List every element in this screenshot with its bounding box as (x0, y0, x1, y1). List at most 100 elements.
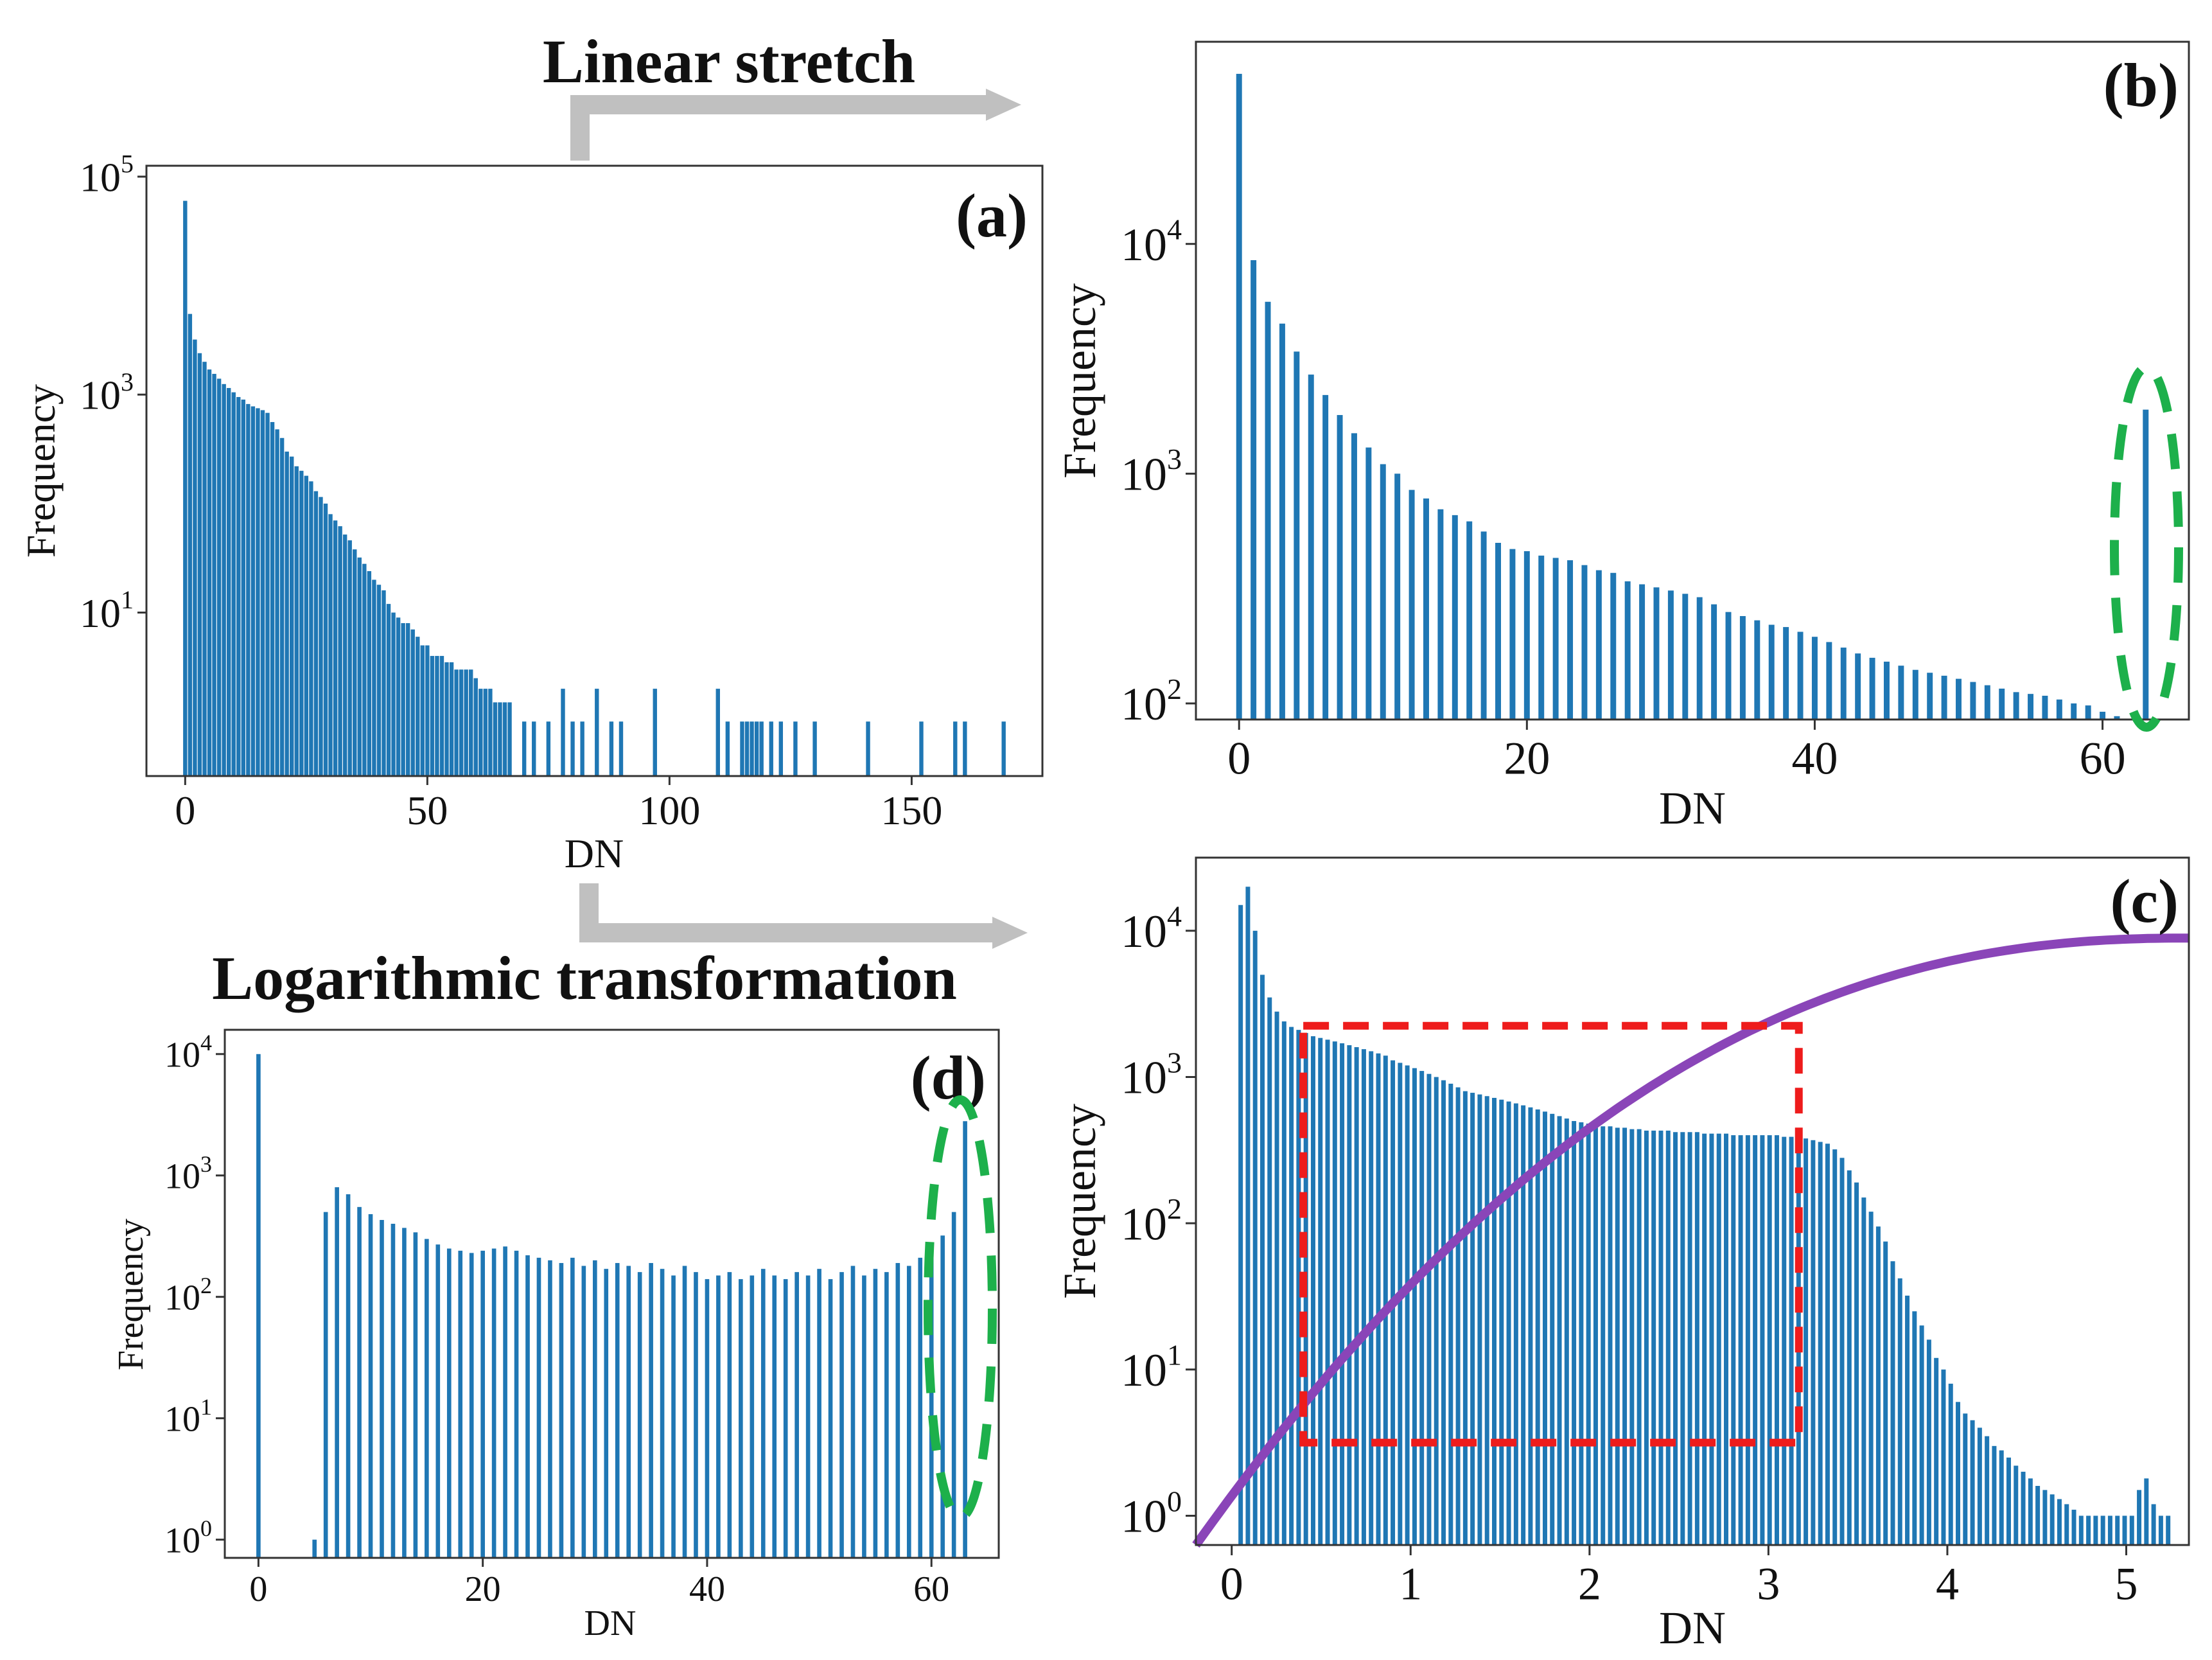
panel-d-bar (604, 1269, 609, 1558)
panel-d-yticks: 100 101 102 103 104 (164, 1030, 225, 1560)
panel-a-frame (145, 164, 1044, 777)
panel-a-bar (386, 604, 391, 776)
panel-c-bar (1934, 1357, 1939, 1545)
panel-a-bar (430, 656, 435, 776)
panel-a-bar (347, 540, 352, 776)
panel-a-bar (595, 689, 599, 776)
panel-d-highlight-ellipse (924, 1095, 997, 1522)
panel-d-bar (503, 1246, 507, 1558)
panel-d-bar (772, 1275, 777, 1558)
panel-b-bar (1236, 73, 1242, 720)
log-transform-arrow (579, 883, 1028, 949)
panel-c-bar (1825, 1143, 1830, 1545)
panel-a-bar (759, 721, 764, 776)
panel-c-bar (1281, 1021, 1286, 1545)
panel-b-bar (1725, 612, 1732, 720)
panel-c-bar (1811, 1140, 1816, 1545)
panel-c-xtick-label: 5 (2115, 1558, 2138, 1609)
panel-b-bar (1251, 260, 1257, 720)
panel-d-bar (525, 1255, 530, 1558)
panel-d-bar (963, 1121, 967, 1558)
linear-arrow-shaft (570, 95, 986, 161)
panel-c-bar (2151, 1504, 2156, 1545)
panel-a-bar (546, 721, 551, 776)
panel-d-bar (929, 1248, 934, 1558)
panel-d-xtick-label: 60 (913, 1569, 949, 1609)
panel-a-bar (202, 362, 207, 776)
panel-c-bar (1535, 1109, 1540, 1545)
panel-a-xlabel: DN (565, 831, 624, 876)
panel-d-bar (839, 1272, 844, 1558)
panel-c-bar (1999, 1450, 2004, 1545)
panel-a-bar (290, 456, 294, 776)
panel-d-bar (514, 1250, 519, 1558)
panel-c-bar (1774, 1135, 1779, 1545)
panel-b-bar (2028, 694, 2034, 720)
panel-a-bar (304, 475, 309, 776)
panel-b-bar (1322, 394, 1329, 720)
panel-c-bar (1470, 1093, 1475, 1545)
panel-d-bar (536, 1257, 541, 1558)
panel-b-bar (1826, 642, 1832, 720)
panel-b-bar (1883, 661, 1890, 720)
panel-b-bar (1941, 675, 1947, 720)
panel-b-bar (1495, 542, 1502, 720)
panel-a-bar (401, 622, 405, 776)
panel-c-bars (1238, 887, 2171, 1545)
panel-b-bar (1912, 669, 1918, 720)
panel-b-bar (1739, 615, 1746, 720)
panel-c-bar (1702, 1133, 1707, 1545)
panel-b-bar (1927, 673, 1933, 720)
panel-c-bar (2064, 1504, 2069, 1545)
panel-a-bar (483, 689, 488, 776)
panel-c-bar (1963, 1413, 1968, 1545)
panel-a-bar (256, 408, 260, 776)
panel-b-xticks: 0 20 40 60 (1227, 720, 2126, 784)
panel-a-bar (299, 470, 304, 776)
panel-a-bar (207, 369, 212, 776)
panel-d-ytick-label: 103 (164, 1151, 212, 1196)
panel-d-xtick-label: 40 (689, 1569, 725, 1609)
panel-a-bar (454, 669, 459, 776)
panel-c-bar (1651, 1130, 1656, 1545)
panel-c-bar (1956, 1402, 1961, 1545)
panel-c-bar (1601, 1126, 1606, 1545)
panel-d-bar (435, 1244, 441, 1558)
panel-c-bar (2166, 1515, 2171, 1545)
panel-c-bar (1274, 1011, 1279, 1545)
panel-d-bar (918, 1257, 923, 1558)
panel-b-bar (1840, 648, 1847, 720)
panel-c-bar (1890, 1261, 1895, 1545)
panel-c-bar (1238, 905, 1243, 1545)
panel-b-xlabel: DN (1659, 782, 1726, 834)
panel-b-bar (1365, 447, 1372, 720)
panel-b-ylabel: Frequency (1054, 283, 1105, 479)
panel-c-xtick-label: 1 (1399, 1558, 1422, 1609)
panel-b-bar (2056, 699, 2062, 720)
panel-c-bar (1804, 1138, 1809, 1545)
panel-c-bar (1905, 1295, 1910, 1545)
panel-c-bar (1245, 887, 1251, 1545)
panel-c-ytick-label: 102 (1121, 1192, 1182, 1249)
panel-c-bar (2129, 1515, 2134, 1545)
panel-a-ytick-label: 101 (80, 585, 134, 636)
panel-d-tag: (d) (911, 1043, 986, 1112)
panel-a-bar (197, 353, 202, 776)
panel-d-bar (739, 1279, 743, 1558)
panel-c-bar (2014, 1465, 2019, 1545)
panel-a-xticks: 0 50 100 150 (175, 776, 942, 833)
panel-c-bar (1789, 1136, 1794, 1545)
panel-c-bar (2050, 1494, 2055, 1545)
panel-c-bar (1310, 1036, 1315, 1545)
panel-c-frame (1195, 856, 2190, 1546)
panel-b-bar (1768, 624, 1775, 720)
panel-a-bar (222, 384, 226, 776)
panel-a-xtick-label: 50 (407, 788, 448, 833)
panel-a-bar (416, 637, 420, 776)
panel-c-transform-curve (1192, 933, 2189, 1548)
panel-a-bar (439, 656, 444, 776)
panel-d-bar (425, 1239, 429, 1558)
panel-a-bar (812, 721, 817, 776)
panel-b-bar (1696, 597, 1703, 720)
panel-a: 0 50 100 150 101 103 105 DN Frequency (a) (18, 150, 1044, 876)
